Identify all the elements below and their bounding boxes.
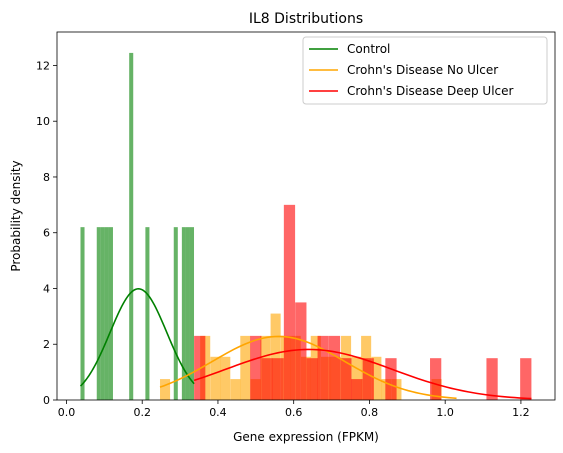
hist-bar-series-0 — [100, 227, 105, 400]
y-axis: 0 2 4 6 8 10 12 — [36, 59, 57, 407]
x-tick-label: 0.6 — [285, 406, 303, 419]
y-tick-label: 10 — [36, 115, 50, 128]
hist-bar-series-1 — [230, 379, 241, 400]
hist-bar-series-2 — [520, 358, 532, 400]
y-tick-label: 6 — [43, 227, 50, 240]
histogram-bars — [80, 52, 532, 400]
hist-bar-series-2 — [340, 358, 352, 400]
hist-bar-series-0 — [181, 227, 186, 400]
x-tick-label: 0.0 — [58, 406, 76, 419]
legend-label-0: Control — [347, 42, 390, 56]
y-axis-label: Probability density — [9, 160, 23, 271]
y-tick-label: 12 — [36, 59, 50, 72]
x-tick-label: 1.2 — [512, 406, 530, 419]
y-tick-label: 4 — [43, 282, 50, 295]
x-tick-label: 1.0 — [436, 406, 454, 419]
hist-bar-series-0 — [80, 227, 85, 400]
kde-line-series-2 — [193, 348, 532, 400]
hist-bar-series-0 — [129, 52, 134, 400]
legend-label-1: Crohn's Disease No Ulcer — [347, 63, 498, 77]
kde-line-series-0 — [79, 287, 195, 387]
hist-bar-series-2 — [430, 358, 442, 400]
hist-bar-series-1 — [210, 356, 221, 400]
hist-bar-series-2 — [317, 335, 329, 400]
y-tick-label: 2 — [43, 338, 50, 351]
hist-bar-series-2 — [295, 302, 307, 400]
legend-box — [302, 36, 548, 105]
hist-bar-series-1 — [270, 313, 281, 400]
hist-bar-series-2 — [385, 358, 397, 400]
hist-bar-series-0 — [145, 227, 150, 400]
hist-bar-series-2 — [362, 358, 374, 400]
x-tick-label: 0.2 — [133, 406, 151, 419]
hist-bar-series-2 — [261, 358, 273, 400]
hist-bar-series-1 — [160, 379, 171, 400]
x-axis-label: Gene expression (FPKM) — [233, 430, 379, 444]
hist-bar-series-2 — [272, 358, 284, 400]
hist-bar-series-2 — [306, 358, 318, 400]
y-tick-label: 0 — [43, 394, 50, 407]
hist-bar-series-0 — [185, 227, 190, 400]
x-axis: 0.0 0.2 0.4 0.6 0.8 1.0 1.2 — [58, 400, 530, 419]
x-tick-label: 0.4 — [209, 406, 227, 419]
plot-frame — [56, 31, 556, 401]
kde-line-series-1 — [159, 335, 457, 400]
hist-bar-series-0 — [96, 227, 101, 400]
legend-label-2: Crohn's Disease Deep Ulcer — [347, 84, 514, 98]
hist-bar-series-0 — [108, 227, 113, 400]
hist-bar-series-2 — [486, 358, 498, 400]
legend: Control Crohn's Disease No Ulcer Crohn's D… — [302, 36, 548, 105]
hist-bar-series-2 — [250, 335, 262, 400]
hist-bar-series-1 — [220, 356, 231, 400]
hist-bar-series-0 — [173, 227, 178, 400]
chart-title: IL8 Distributions — [249, 11, 363, 27]
hist-bar-series-0 — [104, 227, 109, 400]
hist-bar-series-2 — [328, 335, 341, 400]
x-tick-label: 0.8 — [361, 406, 379, 419]
hist-bar-series-2 — [351, 379, 363, 400]
hist-bar-series-0 — [189, 227, 195, 400]
hist-bar-series-1 — [351, 356, 362, 400]
hist-bar-series-1 — [240, 335, 251, 400]
hist-bar-series-2 — [283, 204, 296, 400]
y-tick-label: 8 — [43, 171, 50, 184]
density-curves — [79, 287, 532, 400]
